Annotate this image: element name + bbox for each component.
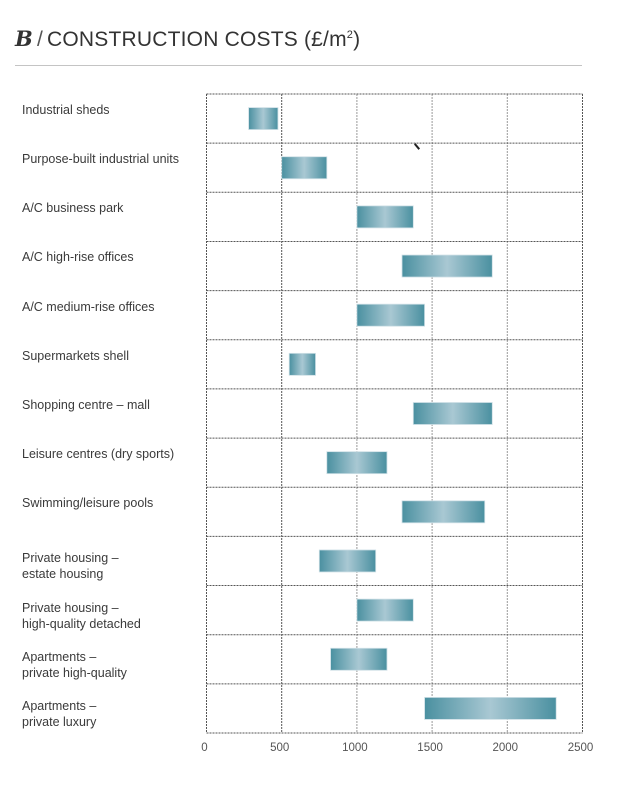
title-separator: / bbox=[36, 28, 43, 51]
cost-range-bar bbox=[424, 697, 557, 720]
cost-range-bar bbox=[401, 500, 486, 524]
category-label: A/C high-rise offices bbox=[22, 250, 134, 265]
category-label: Supermarkets shell bbox=[22, 348, 129, 363]
cost-range-bar bbox=[356, 598, 414, 622]
chart-title: B / CONSTRUCTION COSTS (£/m2) bbox=[15, 26, 360, 52]
section-letter: B bbox=[15, 26, 33, 51]
cost-range-bar bbox=[281, 156, 328, 180]
cost-range-bar bbox=[288, 352, 316, 376]
category-label: Industrial sheds bbox=[22, 103, 110, 117]
title-end: ) bbox=[353, 28, 361, 51]
grid bbox=[206, 93, 583, 734]
cost-range-bar bbox=[356, 303, 425, 327]
category-label: Private housing – high-quality detached bbox=[22, 600, 141, 631]
title-superscript: 2 bbox=[346, 29, 354, 41]
cost-range-bar bbox=[401, 254, 493, 278]
x-tick-label: 2000 bbox=[492, 742, 519, 754]
category-label: Private housing – estate housing bbox=[22, 551, 119, 582]
x-tick-label: 1500 bbox=[417, 742, 443, 754]
cost-range-bar bbox=[326, 451, 388, 475]
x-tick-label: 0 bbox=[201, 742, 208, 754]
x-tick-label: 2500 bbox=[567, 742, 594, 754]
cost-range-bar bbox=[248, 107, 279, 130]
category-label: Apartments – private luxury bbox=[22, 698, 97, 729]
bars bbox=[248, 107, 557, 720]
category-label: Apartments – private high-quality bbox=[22, 649, 127, 680]
x-tick-label: 500 bbox=[270, 742, 290, 754]
title-text: CONSTRUCTION COSTS (£/m bbox=[47, 28, 347, 51]
category-label: A/C business park bbox=[22, 201, 124, 216]
cost-range-bar bbox=[330, 647, 388, 671]
category-label: A/C medium-rise offices bbox=[22, 299, 155, 314]
category-label: Swimming/leisure pools bbox=[22, 496, 154, 511]
x-tick-label: 1000 bbox=[342, 742, 368, 754]
cost-range-bar bbox=[412, 402, 493, 425]
category-label: Leisure centres (dry sports) bbox=[22, 447, 175, 462]
category-label: Purpose-built industrial units bbox=[22, 152, 180, 167]
cost-range-bar bbox=[356, 205, 414, 229]
cost-range-bar bbox=[318, 549, 377, 573]
category-label: Shopping centre – mall bbox=[22, 397, 150, 412]
title-divider bbox=[15, 65, 582, 66]
